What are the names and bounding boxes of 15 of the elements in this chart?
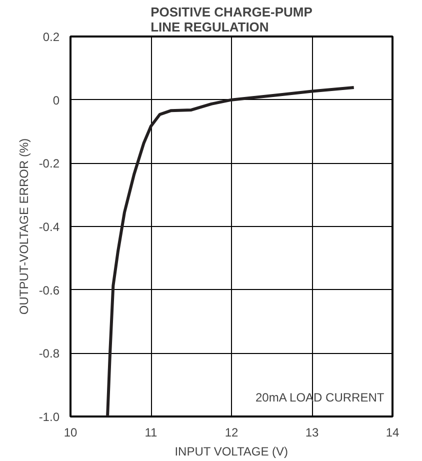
x-tick-label: 10 [64,426,78,440]
x-tick-label: 14 [386,426,400,440]
y-tick-label: -0.8 [38,346,60,361]
y-tick-label: 0.2 [42,30,60,44]
y-tick-label: -0.4 [38,220,60,234]
x-axis-title: INPUT VOLTAGE (V) [174,444,288,458]
chart-title: POSITIVE CHARGE-PUMP LINE REGULATION [150,4,313,34]
x-tick-label: 11 [144,426,158,440]
y-tick-label: 0 [52,93,60,108]
y-tick-label: -1.0 [38,410,60,424]
y-tick-label: -0.2 [38,156,60,171]
y-axis-title: OUTPUT-VOLTAGE ERROR (%) [16,138,31,315]
x-tick-label: 13 [305,426,319,440]
y-tick-label: -0.6 [38,283,60,298]
x-tick-label: 12 [224,426,238,440]
